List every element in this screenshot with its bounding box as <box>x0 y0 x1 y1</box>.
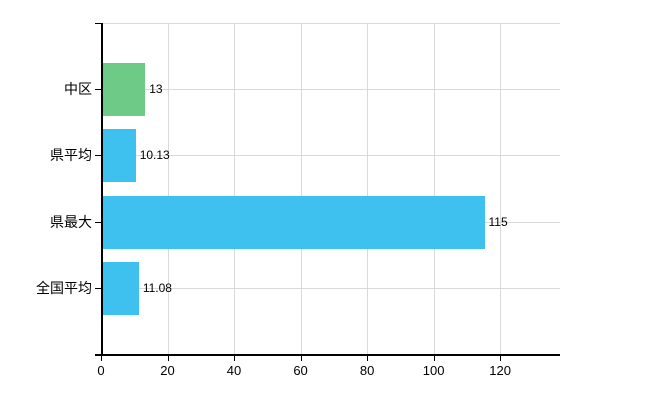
gridline-horizontal <box>101 287 560 289</box>
bar <box>102 63 146 117</box>
bar <box>102 195 485 249</box>
category-label: 県最大 <box>50 213 92 230</box>
gridline-vertical <box>300 23 302 354</box>
x-tick-label: 120 <box>489 363 511 378</box>
x-tick-label: 60 <box>293 363 308 378</box>
y-axis-tick <box>95 287 101 289</box>
gridline-horizontal <box>101 155 560 157</box>
x-axis-tick <box>167 356 169 361</box>
bar-value-label: 115 <box>488 214 508 229</box>
gridline-horizontal <box>101 23 560 24</box>
category-label: 中区 <box>64 81 92 98</box>
bar-value-label: 10.13 <box>139 148 170 163</box>
bar <box>102 261 139 315</box>
x-tick-label: 40 <box>226 363 242 378</box>
gridline-vertical <box>167 23 169 354</box>
category-label: 全国平均 <box>36 279 92 296</box>
x-axis-tick <box>101 356 102 361</box>
gridline-vertical <box>367 23 369 354</box>
y-axis-tick <box>95 23 101 24</box>
bar-value-label: 11.08 <box>142 280 172 295</box>
x-tick-label: 20 <box>160 363 175 378</box>
bar <box>102 129 136 183</box>
x-axis-tick <box>500 356 502 361</box>
gridline-vertical <box>433 23 435 354</box>
x-axis-tick <box>367 356 369 361</box>
gridline-horizontal <box>101 89 560 91</box>
y-axis-tick <box>95 221 101 223</box>
x-tick-label: 80 <box>359 363 375 378</box>
x-tick-label: 100 <box>422 363 445 378</box>
gridline-vertical <box>234 23 236 354</box>
x-tick-label: 0 <box>97 363 105 378</box>
bar-value-label: 13 <box>149 82 163 97</box>
gridline-vertical <box>500 23 502 354</box>
category-label: 県平均 <box>50 147 92 164</box>
x-axis-line <box>95 354 560 356</box>
y-axis-tick <box>95 155 101 157</box>
x-axis-tick <box>300 356 302 361</box>
y-axis-line <box>101 23 103 356</box>
x-axis-tick <box>234 356 236 361</box>
x-axis-tick <box>433 356 435 361</box>
y-axis-tick <box>95 89 101 91</box>
